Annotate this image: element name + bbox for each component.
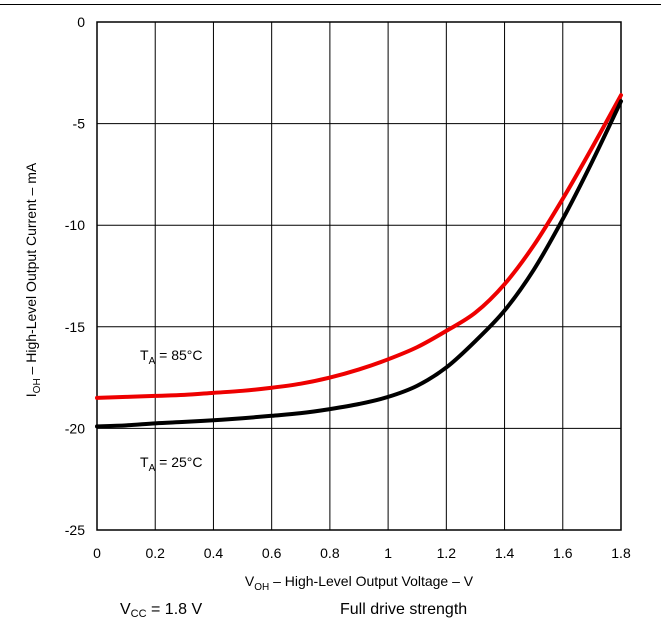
x-axis-label: VOH – High-Level Output Voltage – V [245, 573, 474, 593]
x-tick-label: 1 [384, 545, 392, 561]
y-tick-label: 0 [77, 14, 85, 30]
y-tick-label: -5 [73, 116, 86, 132]
series-line-85c [95, 93, 623, 400]
x-tick-label: 1.8 [611, 545, 631, 561]
drive-strength-condition: Full drive strength [340, 601, 468, 618]
x-tick-labels: 0 0.2 0.4 0.6 0.8 1 1.2 1.4 1.6 1.8 [93, 545, 631, 561]
y-tick-label: -10 [65, 217, 85, 233]
x-tick-label: 0.2 [145, 545, 165, 561]
x-tick-label: 1.2 [437, 545, 457, 561]
x-tick-label: 0.4 [204, 545, 224, 561]
x-tick-label: 1.6 [553, 545, 573, 561]
series-lines [95, 93, 623, 429]
x-tick-label: 0 [93, 545, 101, 561]
y-tick-label: -15 [65, 319, 85, 335]
x-tick-label: 1.4 [495, 545, 515, 561]
y-tick-labels: 0 -5 -10 -15 -20 -25 [65, 14, 85, 538]
y-tick-label: -20 [65, 420, 85, 436]
x-tick-label: 0.8 [320, 545, 340, 561]
vcc-condition: VCC = 1.8 V [120, 601, 203, 620]
top-rule [0, 4, 661, 5]
x-tick-label: 0.6 [262, 545, 282, 561]
series-line-25c [95, 99, 623, 429]
series-label-85c: TA = 85°C [140, 347, 202, 367]
y-tick-label: -25 [65, 522, 85, 538]
plot-frame [96, 21, 622, 531]
y-axis-label: IOH – High-Level Output Current – mA [23, 162, 43, 397]
series-label-25c: TA = 25°C [140, 454, 202, 474]
